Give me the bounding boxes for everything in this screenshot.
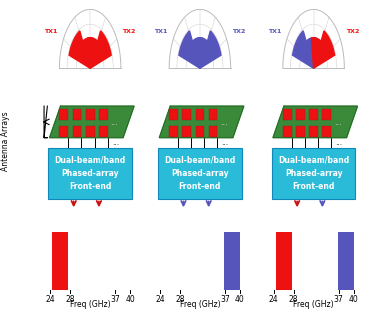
Bar	[196, 109, 204, 120]
Bar	[283, 126, 292, 137]
Polygon shape	[169, 9, 230, 68]
Polygon shape	[306, 38, 316, 68]
Bar	[73, 109, 82, 120]
Bar	[99, 126, 108, 137]
Polygon shape	[311, 38, 321, 68]
Text: TX1: TX1	[268, 29, 281, 34]
Text: Dual-beam/band
Phased-array
Front-end: Dual-beam/band Phased-array Front-end	[54, 156, 126, 191]
Text: 28: 28	[175, 295, 185, 304]
FancyBboxPatch shape	[158, 148, 241, 199]
Bar	[338, 232, 354, 290]
Polygon shape	[69, 31, 90, 68]
Text: Dual-beam/band
Phased-array
Front-end: Dual-beam/band Phased-array Front-end	[164, 156, 236, 191]
Text: 40: 40	[348, 295, 358, 304]
Text: Freq (GHz): Freq (GHz)	[70, 300, 111, 309]
Text: 37: 37	[110, 295, 120, 304]
Bar	[296, 126, 305, 137]
Text: TX1: TX1	[154, 29, 168, 34]
Polygon shape	[292, 31, 314, 68]
Polygon shape	[159, 106, 244, 138]
Text: 28: 28	[65, 295, 75, 304]
Text: 40: 40	[235, 295, 245, 304]
FancyBboxPatch shape	[49, 148, 132, 199]
Text: 24: 24	[45, 295, 55, 304]
Polygon shape	[60, 9, 121, 68]
Bar	[99, 109, 108, 120]
Bar	[60, 109, 68, 120]
Text: Freq (GHz): Freq (GHz)	[180, 300, 220, 309]
Bar	[169, 109, 178, 120]
Polygon shape	[179, 31, 200, 68]
Bar	[86, 126, 94, 137]
Bar	[322, 109, 331, 120]
Text: TX2: TX2	[346, 29, 359, 34]
Polygon shape	[198, 38, 207, 68]
Text: ...: ...	[334, 118, 342, 127]
Bar	[209, 126, 218, 137]
Polygon shape	[90, 31, 111, 68]
Text: ...: ...	[112, 138, 119, 148]
Bar	[169, 126, 178, 137]
Bar	[209, 109, 218, 120]
Text: TX1: TX1	[45, 29, 58, 34]
Text: ...: ...	[335, 138, 342, 148]
Text: Freq (GHz): Freq (GHz)	[293, 300, 334, 309]
Bar	[309, 126, 318, 137]
Bar	[276, 232, 292, 290]
Bar	[60, 126, 68, 137]
Text: 24: 24	[269, 295, 278, 304]
Polygon shape	[49, 106, 134, 138]
Polygon shape	[283, 9, 344, 68]
Bar	[182, 109, 191, 120]
Polygon shape	[192, 38, 202, 68]
Polygon shape	[83, 38, 93, 68]
Polygon shape	[314, 31, 335, 68]
Text: 24: 24	[155, 295, 165, 304]
Text: ...: ...	[111, 118, 118, 127]
Text: TX2: TX2	[122, 29, 136, 34]
Bar	[86, 109, 94, 120]
Text: TX2: TX2	[232, 29, 245, 34]
Bar	[309, 109, 318, 120]
Bar	[52, 232, 68, 290]
Bar	[73, 126, 82, 137]
Polygon shape	[200, 31, 221, 68]
Text: Dual-beam/band
Phased-array
Front-end: Dual-beam/band Phased-array Front-end	[278, 156, 349, 191]
Bar	[322, 126, 331, 137]
FancyBboxPatch shape	[272, 148, 355, 199]
Text: ...: ...	[221, 138, 229, 148]
Bar	[283, 109, 292, 120]
Text: 40: 40	[125, 295, 135, 304]
Bar	[196, 126, 204, 137]
Text: 37: 37	[220, 295, 230, 304]
Text: 28: 28	[289, 295, 298, 304]
Text: ...: ...	[220, 118, 228, 127]
Bar	[224, 232, 240, 290]
Bar	[296, 109, 305, 120]
Bar	[182, 126, 191, 137]
Text: Antenna Arrays: Antenna Arrays	[2, 111, 10, 171]
Text: 37: 37	[334, 295, 343, 304]
Polygon shape	[273, 106, 358, 138]
Polygon shape	[88, 38, 98, 68]
